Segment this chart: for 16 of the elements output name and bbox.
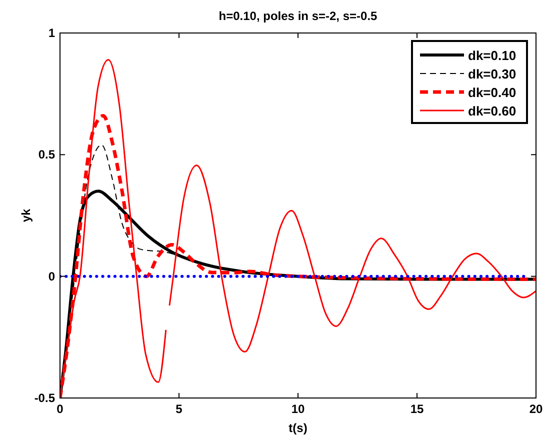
x-tick-label: 20 — [529, 402, 543, 416]
y-tick-label: -0.5 — [34, 391, 56, 405]
y-tick-label: 0.5 — [38, 148, 56, 162]
x-tick-label: 15 — [410, 402, 424, 416]
legend-label: dk=0.60 — [468, 104, 516, 118]
y-tick-label: 0 — [48, 269, 56, 284]
x-tick-label: 10 — [291, 402, 305, 416]
x-tick-label: 0 — [56, 402, 64, 416]
x-axis-title: t(s) — [288, 421, 308, 435]
legend-label: dk=0.40 — [468, 85, 516, 100]
y-tick-label: 1 — [48, 26, 56, 40]
legend-label: dk=0.30 — [468, 66, 516, 82]
chart-title: h=0.10, poles in s=-2, s=-0.5 — [218, 9, 378, 23]
x-tick-label: 5 — [176, 402, 183, 416]
legend-label: dk=0.10 — [468, 48, 516, 63]
y-axis-title: yk — [19, 208, 33, 222]
